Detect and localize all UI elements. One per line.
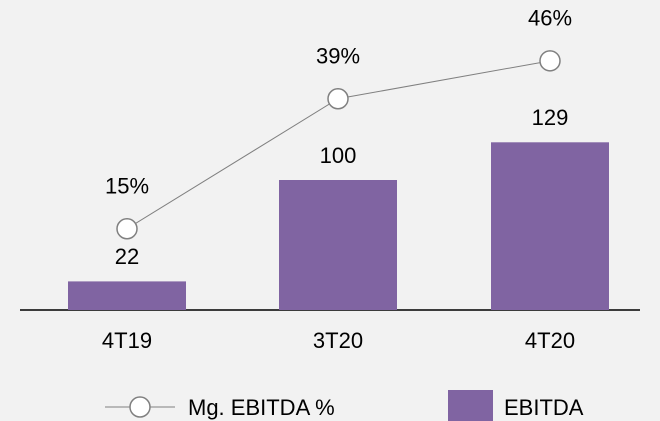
data-label: 39% <box>316 44 360 69</box>
x-tick-label: 4T20 <box>525 328 575 353</box>
bar <box>68 281 186 310</box>
data-label: 129 <box>532 105 569 130</box>
bar <box>491 142 609 310</box>
x-tick-label: 4T19 <box>102 328 152 353</box>
data-label: 22 <box>115 244 139 269</box>
bar <box>279 180 397 310</box>
legend-marker <box>129 396 151 418</box>
data-label: 15% <box>105 174 149 199</box>
legend-label: Mg. EBITDA % <box>188 395 335 420</box>
data-label: 46% <box>528 6 572 31</box>
data-label: 100 <box>320 143 357 168</box>
x-tick-label: 3T20 <box>313 328 363 353</box>
legend-label: EBITDA <box>504 395 584 420</box>
line-marker <box>327 88 349 110</box>
legend-swatch <box>448 390 493 421</box>
line-marker <box>539 50 561 72</box>
line-marker <box>116 218 138 240</box>
